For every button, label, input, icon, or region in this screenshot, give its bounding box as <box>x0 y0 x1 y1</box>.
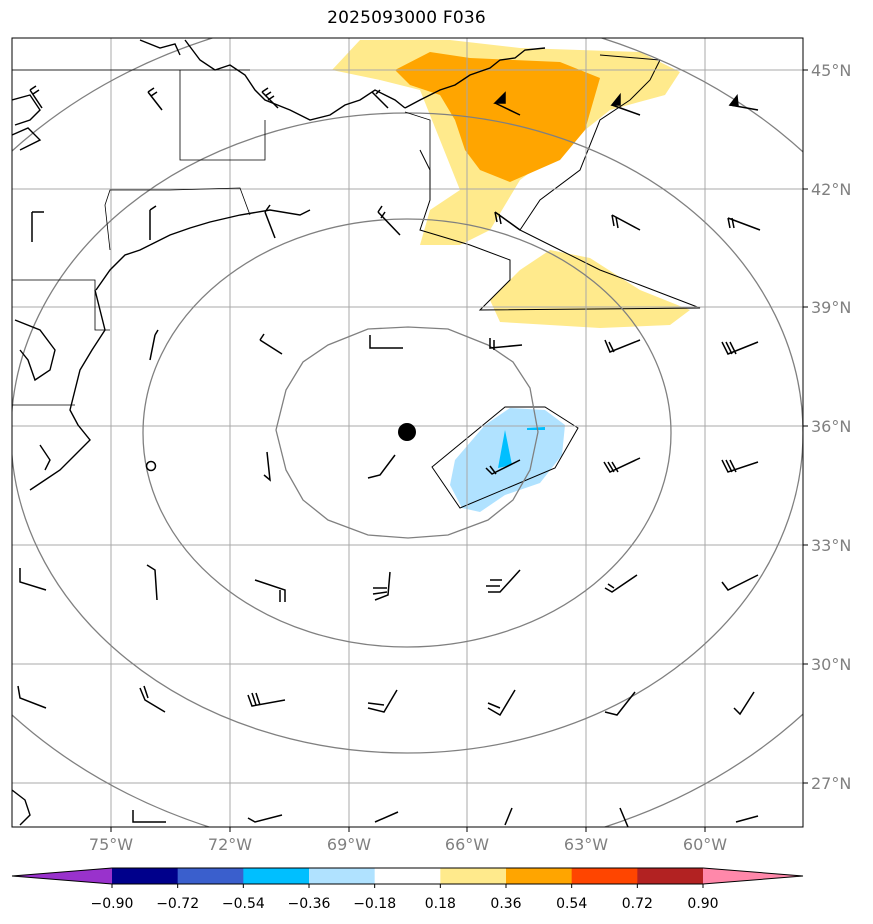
longitude-labels: 75°W 72°W 69°W 66°W 63°W 60°W <box>89 835 727 854</box>
lat-label: 27°N <box>811 774 851 793</box>
field-contours <box>419 54 701 509</box>
negative-field-deep-sky <box>498 427 545 468</box>
colorbar-extend-max <box>703 868 803 884</box>
lon-label: 63°W <box>564 835 608 854</box>
colorbar <box>11 867 804 885</box>
lon-label: 66°W <box>445 835 489 854</box>
lat-label: 39°N <box>811 298 851 317</box>
axis-ticks <box>110 69 808 832</box>
lat-label: 33°N <box>811 536 851 555</box>
figure-title: 2025093000 F036 <box>327 8 486 28</box>
colorbar-segment <box>177 868 244 884</box>
lat-label: 30°N <box>811 655 851 674</box>
state-borders <box>12 69 431 406</box>
positive-field-orange <box>395 52 600 182</box>
colorbar-extend-min <box>12 868 112 884</box>
colorbar-segment <box>571 868 638 884</box>
lat-label: 36°N <box>811 417 851 436</box>
colorbar-tick-label: 0.18 <box>425 896 456 912</box>
colorbar-segment <box>112 868 179 884</box>
coastlines <box>12 39 546 826</box>
lat-label: 45°N <box>811 61 851 80</box>
colorbar-segment <box>309 868 376 884</box>
colorbar-segment <box>506 868 573 884</box>
wind-barbs <box>17 85 761 827</box>
colorbar-segment <box>440 868 507 884</box>
calm-wind-marker <box>145 460 157 472</box>
colorbar-tick-label: 0.72 <box>622 896 653 912</box>
colorbar-labels: −0.90 −0.72 −0.54 −0.36 −0.18 0.18 0.36 0.54 0.7… <box>91 884 719 912</box>
range-rings <box>12 38 803 827</box>
colorbar-tick-label: −0.54 <box>222 896 265 912</box>
latitude-labels: 45°N 42°N 39°N 36°N 33°N 30°N 27°N <box>811 61 851 793</box>
colorbar-segment <box>243 868 310 884</box>
colorbar-segment <box>637 868 704 884</box>
lon-label: 72°W <box>208 835 252 854</box>
lat-label: 42°N <box>811 180 851 199</box>
colorbar-tick-label: 0.36 <box>490 896 521 912</box>
colorbar-tick-label: 0.90 <box>687 896 718 912</box>
map-frame <box>11 37 804 828</box>
colorbar-segment <box>374 868 441 884</box>
colorbar-tick-label: −0.90 <box>91 896 134 912</box>
colorbar-tick-label: −0.72 <box>156 896 199 912</box>
storm-center-marker <box>398 423 416 441</box>
lon-label: 69°W <box>327 835 371 854</box>
colorbar-tick-label: −0.36 <box>288 896 331 912</box>
lon-label: 75°W <box>89 835 133 854</box>
lon-label: 60°W <box>683 835 727 854</box>
colorbar-tick-label: −0.18 <box>353 896 396 912</box>
colorbar-tick-label: 0.54 <box>556 896 587 912</box>
